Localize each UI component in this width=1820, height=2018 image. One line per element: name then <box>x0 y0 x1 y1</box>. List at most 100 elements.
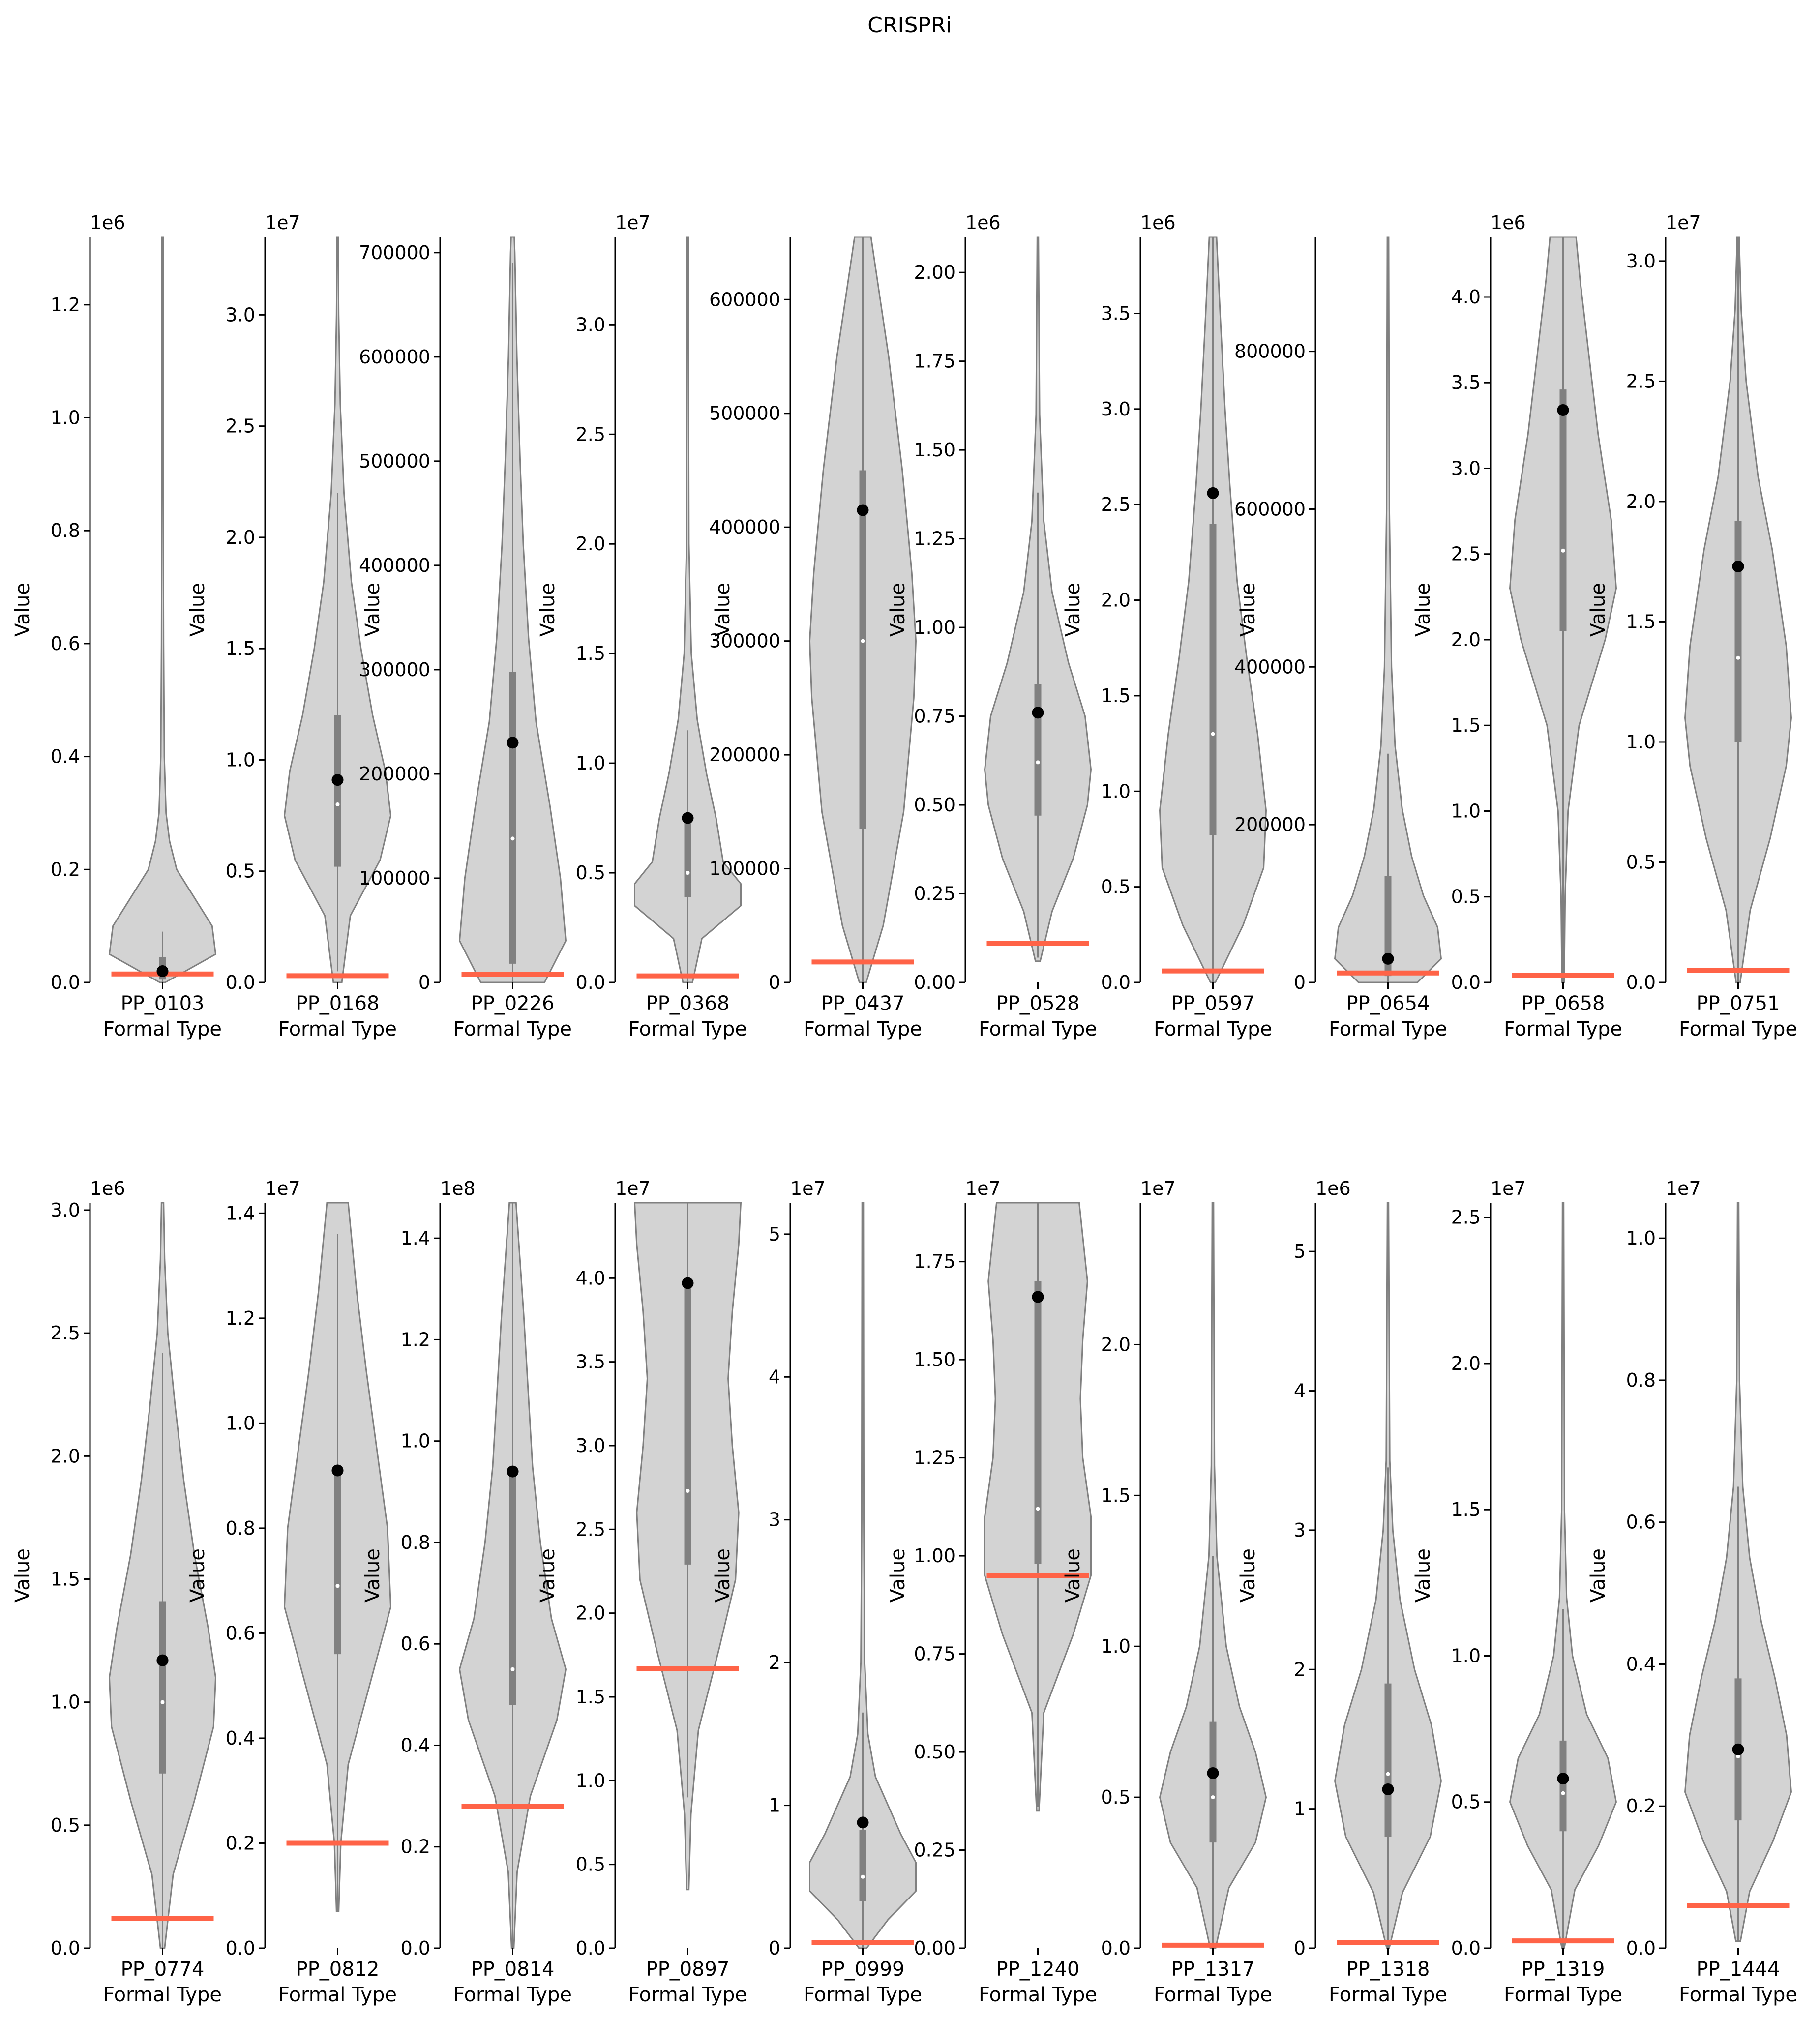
y-offset-label: 1e7 <box>1491 1178 1526 1199</box>
y-offset-label: 1e7 <box>615 212 651 234</box>
y-tick-label: 0.4 <box>226 1727 255 1749</box>
y-tick-label: 1.2 <box>401 1329 430 1350</box>
mean-point <box>156 1654 169 1666</box>
y-tick-label: 1.5 <box>1626 611 1656 632</box>
y-axis-label: Value <box>1412 1548 1434 1603</box>
x-axis-label: Formal Type <box>1504 1018 1622 1040</box>
y-offset-label: 1e6 <box>1315 1178 1351 1199</box>
violin-panel-pp-0597: 0.0 0.5 1.0 1.5 2.0 2.5 3.0 3.5 1e6 PP_0597 Formal… <box>1062 212 1272 1040</box>
y-tick-label: 0.0 <box>226 972 255 993</box>
y-offset-label: 1e7 <box>1140 1178 1176 1199</box>
y-tick-label: 1.0 <box>1626 1227 1656 1249</box>
y-offset-label: 1e7 <box>265 1178 300 1199</box>
x-tick-label: PP_0597 <box>1171 992 1254 1015</box>
mean-point <box>331 774 344 786</box>
y-tick-label: 0.5 <box>1626 851 1656 873</box>
y-tick-label: 0.8 <box>401 1532 430 1553</box>
y-tick-label: 0.8 <box>226 1517 255 1539</box>
y-offset-label: 1e7 <box>790 1178 826 1199</box>
violin-panel-pp-0897: 0.0 0.5 1.0 1.5 2.0 2.5 3.0 3.5 4.0 1e7 PP_0897 For… <box>537 1178 747 2006</box>
median-marker <box>861 639 865 643</box>
x-axis-label: Formal Type <box>979 1018 1097 1040</box>
x-tick-label: PP_0814 <box>471 1958 554 1981</box>
median-marker <box>1561 1791 1565 1795</box>
x-tick-label: PP_0103 <box>120 992 204 1015</box>
y-tick-label: 0.2 <box>1626 1795 1656 1817</box>
y-offset-label: 1e6 <box>1140 212 1176 234</box>
y-tick-label: 2.0 <box>1101 1334 1131 1355</box>
x-tick-label: PP_0897 <box>646 1958 729 1981</box>
x-tick-label: PP_1317 <box>1171 1958 1254 1981</box>
y-tick-label: 1.75 <box>914 1251 955 1273</box>
y-tick-label: 0.8 <box>51 520 80 541</box>
mean-point <box>682 1277 694 1289</box>
y-tick-label: 3.5 <box>1451 372 1481 393</box>
y-offset-label: 1e7 <box>965 1178 1001 1199</box>
y-tick-label: 0.25 <box>914 1840 955 1861</box>
y-tick-label: 3.0 <box>1451 457 1481 479</box>
violin-panel-pp-1318: 0 1 2 3 4 5 1e6 PP_1318 Formal Type Value <box>1237 1178 1447 2006</box>
y-tick-label: 4 <box>1294 1380 1306 1402</box>
y-tick-label: 3.0 <box>576 314 605 335</box>
y-axis-label: Value <box>361 1548 384 1603</box>
y-offset-label: 1e7 <box>265 212 300 234</box>
y-tick-label: 0.5 <box>1451 1791 1481 1813</box>
y-offset-label: 1e6 <box>1491 212 1526 234</box>
y-tick-label: 2.0 <box>1451 1353 1481 1374</box>
y-axis-label: Value <box>1237 583 1259 637</box>
mean-point <box>331 1464 344 1477</box>
y-tick-label: 0.5 <box>576 1854 605 1875</box>
y-tick-label: 200000 <box>709 744 780 766</box>
y-tick-label: 1.5 <box>226 638 255 659</box>
y-tick-label: 2.5 <box>51 1322 80 1344</box>
y-axis-label: Value <box>186 1548 209 1603</box>
mean-point <box>1557 1773 1569 1785</box>
y-tick-label: 0.00 <box>914 1937 955 1959</box>
x-axis-label: Formal Type <box>1154 1018 1272 1040</box>
violin-panel-pp-0751: 0.0 0.5 1.0 1.5 2.0 2.5 3.0 1e7 PP_0751 Formal Ty… <box>1587 212 1797 1040</box>
violin-panel-pp-0103: 0.0 0.2 0.4 0.6 0.8 1.0 1.2 1e6 PP_0103 Formal Ty… <box>11 212 222 1040</box>
y-tick-label: 2.00 <box>914 262 955 283</box>
y-tick-label: 0.0 <box>51 972 80 993</box>
y-tick-label: 3.0 <box>1101 398 1131 420</box>
violin-panel-pp-0168: 0.0 0.5 1.0 1.5 2.0 2.5 3.0 1e7 PP_0168 Formal Ty… <box>186 212 397 1040</box>
mean-point <box>1557 404 1569 416</box>
y-tick-label: 800000 <box>1234 341 1306 362</box>
y-tick-label: 2.0 <box>1101 590 1131 611</box>
y-tick-label: 600000 <box>709 289 780 310</box>
y-offset-label: 1e7 <box>1666 212 1701 234</box>
y-tick-label: 400000 <box>1234 656 1306 678</box>
mean-point <box>1382 952 1394 965</box>
violin-panel-pp-1444: 0.0 0.2 0.4 0.6 0.8 1.0 1e7 PP_1444 Formal Type V… <box>1587 1178 1797 2006</box>
y-tick-label: 2 <box>1294 1659 1306 1680</box>
x-tick-label: PP_0437 <box>821 992 904 1015</box>
y-tick-label: 0.25 <box>914 883 955 905</box>
y-tick-label: 4 <box>769 1366 780 1388</box>
y-tick-label: 500000 <box>359 450 430 472</box>
x-tick-label: PP_0658 <box>1521 992 1605 1015</box>
x-axis-label: Formal Type <box>628 1018 747 1040</box>
y-axis-label: Value <box>712 1548 734 1603</box>
y-axis-label: Value <box>11 1548 34 1603</box>
x-axis-label: Formal Type <box>278 1984 397 2006</box>
y-tick-label: 0.5 <box>1451 886 1481 908</box>
y-tick-label: 0 <box>1294 1937 1306 1959</box>
x-axis-label: Formal Type <box>1504 1984 1622 2006</box>
y-axis-label: Value <box>1587 583 1610 637</box>
y-tick-label: 1.0 <box>51 1692 80 1713</box>
y-tick-label: 0.6 <box>51 633 80 654</box>
violin-body <box>108 236 217 983</box>
y-tick-label: 0.5 <box>1101 1786 1131 1808</box>
y-tick-label: 0.0 <box>51 1937 80 1959</box>
y-axis-label: Value <box>361 583 384 637</box>
y-tick-label: 0.75 <box>914 706 955 727</box>
y-tick-label: 0.4 <box>401 1734 430 1756</box>
y-tick-label: 2.0 <box>1626 491 1656 512</box>
y-tick-label: 1.5 <box>576 643 605 664</box>
y-tick-label: 0.5 <box>576 862 605 884</box>
x-tick-label: PP_0751 <box>1696 992 1780 1015</box>
x-tick-label: PP_0999 <box>821 1958 904 1981</box>
mean-point <box>156 965 169 978</box>
y-tick-label: 0.00 <box>914 972 955 993</box>
